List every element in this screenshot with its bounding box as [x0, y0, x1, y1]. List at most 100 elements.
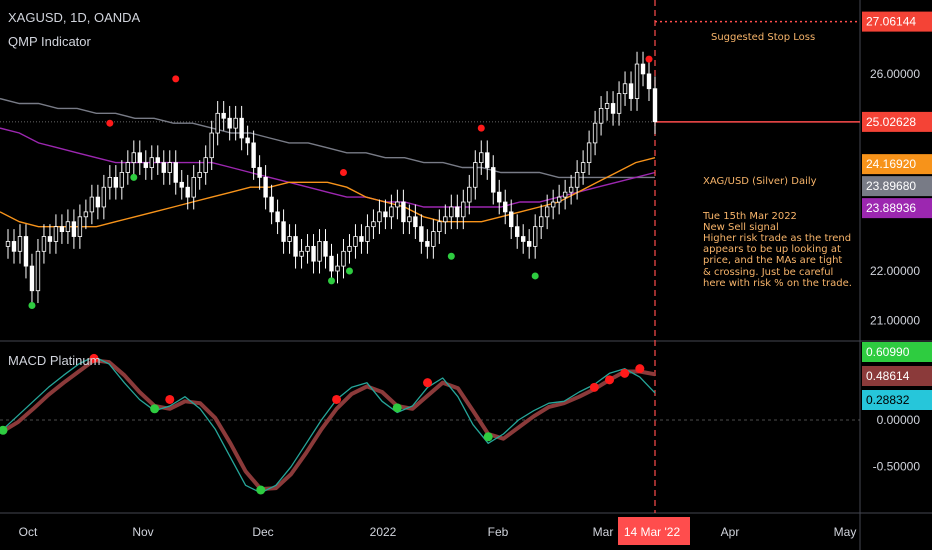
buy-signal-dot [28, 302, 36, 310]
candle-body [395, 201, 400, 208]
macd-sell-dot [589, 382, 599, 392]
macd-label-text: 0.48614 [866, 369, 910, 383]
candle-body [185, 186, 190, 198]
candle-body [365, 226, 370, 242]
date-cursor-label: 14 Mar '22 [624, 525, 681, 539]
candle-body [586, 142, 592, 164]
candle-body [652, 88, 658, 123]
candle-body [5, 241, 11, 247]
candle-body [107, 176, 113, 188]
candle-body [568, 186, 574, 193]
buy-signal-dot [345, 267, 353, 275]
candle-body [353, 236, 358, 247]
candle-body [628, 83, 634, 99]
price-tick-label: 22.00000 [870, 264, 920, 278]
macd-buy-dot [150, 404, 160, 414]
candle-body [281, 221, 286, 242]
candle-body [221, 112, 226, 119]
ma-fast-line [0, 157, 656, 228]
macd-sell-dot [332, 394, 342, 404]
candle-body [604, 103, 610, 109]
macd-buy-dot [392, 403, 402, 413]
candle-body [323, 241, 328, 257]
candle-body [485, 152, 490, 168]
candle-body [347, 245, 352, 252]
candle-body [640, 63, 646, 75]
candle-body [101, 186, 107, 208]
price-label-text: 27.06144 [866, 15, 916, 29]
candle-body [425, 241, 430, 247]
candle-body [532, 226, 538, 247]
candle-body [35, 250, 41, 292]
candle-body [467, 186, 472, 203]
candle-body [155, 157, 160, 164]
macd-buy-dot [256, 485, 266, 495]
macd-tick-label: -0.50000 [873, 460, 921, 474]
candle-body [215, 112, 220, 134]
candle-body [371, 221, 376, 228]
candle-body [143, 162, 148, 168]
candle-body [526, 241, 532, 247]
macd-buy-dot [0, 425, 8, 435]
candle-body [299, 250, 304, 257]
candle-body [431, 231, 436, 247]
macd-tick-label: 0.00000 [877, 413, 921, 427]
buy-signal-dot [130, 173, 138, 181]
macd-sell-dot [423, 378, 433, 388]
price-tick-label: 21.00000 [870, 313, 920, 327]
candle-body [329, 255, 334, 272]
macd-sell-dot [605, 375, 615, 385]
candle-body [443, 216, 448, 223]
candle-body [407, 216, 412, 223]
price-label-badge [862, 111, 932, 132]
candle-body [17, 236, 23, 252]
candle-body [173, 162, 178, 183]
sell-signal-dot [477, 124, 485, 132]
macd-sell-dot [165, 394, 175, 404]
candle-body [263, 176, 268, 198]
time-axis-label: May [834, 525, 857, 539]
macd-signal-line [1, 358, 656, 492]
candle-body [634, 63, 640, 99]
candle-body [515, 226, 520, 237]
candle-body [449, 206, 454, 218]
candle-body [131, 152, 137, 164]
candle-body [11, 241, 17, 252]
sell-signal-dot [172, 75, 180, 83]
macd-label-badge [862, 342, 932, 362]
time-axis-label: Dec [252, 525, 273, 539]
candle-body [509, 211, 514, 228]
candle-body [95, 196, 101, 208]
candle-body [574, 172, 580, 188]
candle-body [622, 83, 628, 95]
candle-body [580, 162, 586, 173]
candle-body [161, 162, 166, 173]
price-label-badge [862, 154, 932, 175]
candle-body [401, 201, 406, 223]
candle-body [305, 245, 310, 252]
candle-body [41, 236, 47, 252]
buy-signal-dot [328, 277, 335, 285]
candle-body [377, 211, 382, 223]
candle-body [257, 167, 262, 178]
candle-body [275, 211, 280, 223]
candle-body [341, 250, 346, 267]
stop-loss-label: Suggested Stop Loss [711, 32, 816, 43]
macd-label-text: 0.60990 [866, 345, 910, 359]
candle-body [65, 221, 71, 232]
buy-signal-dot [531, 272, 539, 280]
macd-buy-dot [483, 432, 493, 442]
time-axis-label: Oct [19, 525, 38, 539]
candle-body [461, 201, 466, 218]
candle-body [383, 211, 388, 218]
trade-note: XAG/USD (Silver) Daily Tue 15th Mar 2022… [703, 165, 853, 300]
candle-body [293, 236, 298, 257]
macd-line [2, 355, 656, 494]
macd-label-badge [862, 366, 932, 386]
sell-signal-dot [106, 119, 114, 127]
time-axis-label: Feb [488, 525, 509, 539]
candle-body [77, 216, 83, 237]
candle-body [239, 117, 244, 139]
candle-body [47, 236, 53, 242]
